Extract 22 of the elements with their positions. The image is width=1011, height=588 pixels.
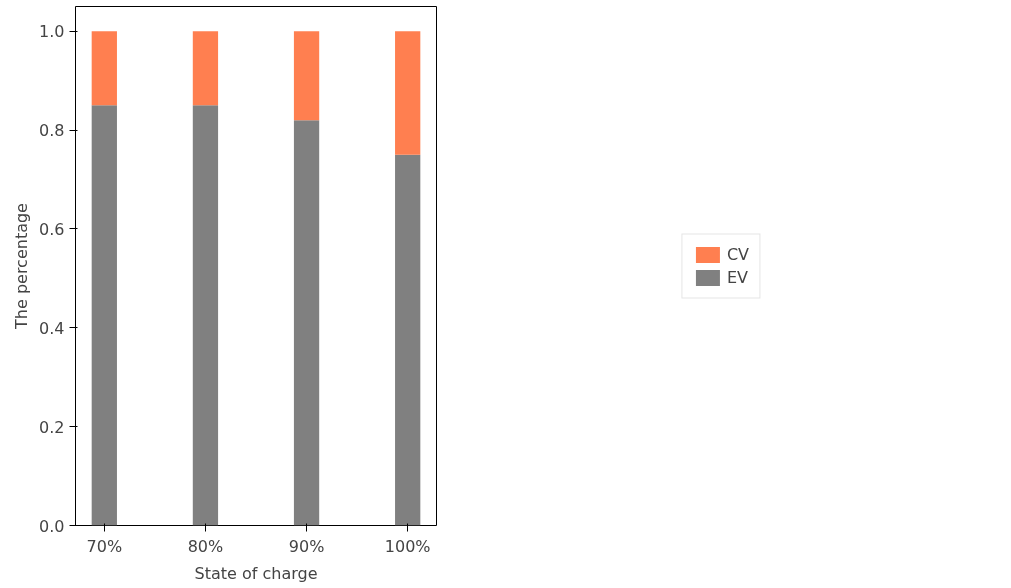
y-tick-label: 0.6 bbox=[39, 219, 65, 239]
x-tick-label: 90% bbox=[288, 536, 325, 556]
x-tick-label: 80% bbox=[187, 536, 224, 556]
bar bbox=[395, 154, 421, 526]
bar bbox=[293, 31, 320, 121]
y-tick-label: 1.0 bbox=[39, 22, 65, 42]
bar bbox=[91, 105, 117, 526]
x-tick-label: 70% bbox=[86, 536, 123, 556]
y-tick-label: 0.0 bbox=[39, 516, 65, 536]
x-axis-title: State of charge bbox=[194, 563, 318, 583]
x-tick-label: 100% bbox=[384, 536, 431, 556]
bar bbox=[293, 120, 320, 526]
y-tick-label: 0.2 bbox=[39, 417, 65, 437]
legend-label: EV bbox=[726, 267, 748, 287]
y-axis-title: The percentage bbox=[12, 203, 32, 330]
bar bbox=[192, 31, 219, 106]
bar bbox=[395, 31, 421, 155]
bar bbox=[91, 31, 117, 106]
legend-label: CV bbox=[726, 244, 750, 264]
y-tick-label: 0.8 bbox=[39, 121, 65, 141]
y-tick-label: 0.4 bbox=[39, 318, 65, 338]
bar bbox=[192, 105, 219, 526]
